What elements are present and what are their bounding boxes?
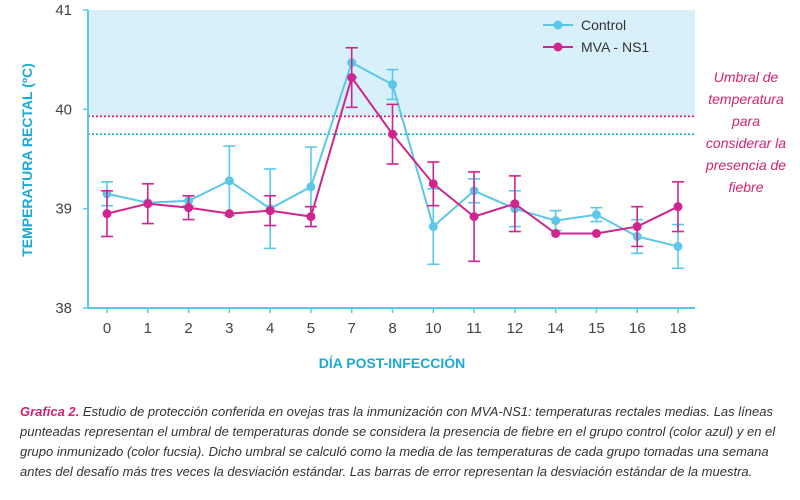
figure-caption: Grafica 2. Estudio de protección conferi… (20, 402, 780, 482)
data-point-control (224, 176, 234, 186)
data-point-mva (265, 206, 275, 216)
x-tick-label: 2 (184, 320, 192, 337)
x-tick-label: 5 (307, 320, 315, 337)
x-tick-label: 8 (388, 320, 396, 337)
caption-text: Estudio de protección conferida en oveja… (20, 404, 776, 479)
x-axis-title: DÍA POST-INFECCIÓN (319, 354, 466, 371)
x-tick-label: 15 (588, 320, 605, 337)
x-tick-label: 12 (507, 320, 524, 337)
data-point-mva (306, 212, 316, 222)
data-point-control (306, 182, 316, 192)
data-point-mva (347, 73, 357, 83)
data-point-mva (551, 229, 561, 238)
fever-zone (88, 10, 695, 116)
x-tick-label: 10 (425, 320, 442, 337)
x-tick-label: 18 (670, 320, 687, 337)
data-point-control (591, 210, 601, 220)
data-point-mva (428, 179, 438, 189)
x-tick-label: 14 (547, 320, 564, 337)
data-point-mva (673, 202, 683, 212)
data-point-control (428, 222, 438, 232)
data-point-mva (184, 203, 194, 213)
data-point-mva (388, 129, 397, 139)
data-point-mva (591, 229, 601, 238)
y-tick-label: 40 (55, 101, 72, 118)
legend-marker-control (553, 20, 563, 30)
series-mva (101, 46, 684, 263)
x-tick-label: 1 (144, 320, 152, 337)
legend: Control MVA - NS1 (543, 17, 649, 55)
data-point-mva (143, 199, 153, 209)
y-axis-title: TEMPERATURA RECTAL (ºC) (19, 63, 35, 257)
x-tick-label: 7 (348, 320, 356, 337)
data-point-mva (224, 209, 234, 219)
threshold-annotation: Umbral de temperatura para considerar la… (705, 69, 787, 195)
data-point-control (551, 216, 561, 226)
y-tick-label: 38 (55, 300, 72, 317)
y-tick-label: 41 (55, 2, 72, 19)
y-tick-label: 39 (55, 201, 72, 218)
data-point-control (673, 241, 683, 251)
x-tick-label: 11 (466, 320, 482, 337)
x-tick-label: 4 (266, 320, 274, 337)
data-point-mva (102, 209, 112, 219)
data-point-mva (510, 199, 520, 209)
legend-label-control: Control (581, 17, 626, 33)
x-tick-label: 3 (225, 320, 233, 337)
x-tick-label: 16 (629, 320, 646, 337)
caption-lead: Grafica 2. (20, 404, 80, 419)
data-point-control (388, 80, 397, 89)
x-tick-label: 0 (103, 320, 111, 337)
data-point-mva (469, 212, 479, 222)
data-point-mva (632, 222, 642, 232)
legend-marker-mva (553, 42, 563, 52)
legend-label-mva: MVA - NS1 (581, 39, 649, 55)
